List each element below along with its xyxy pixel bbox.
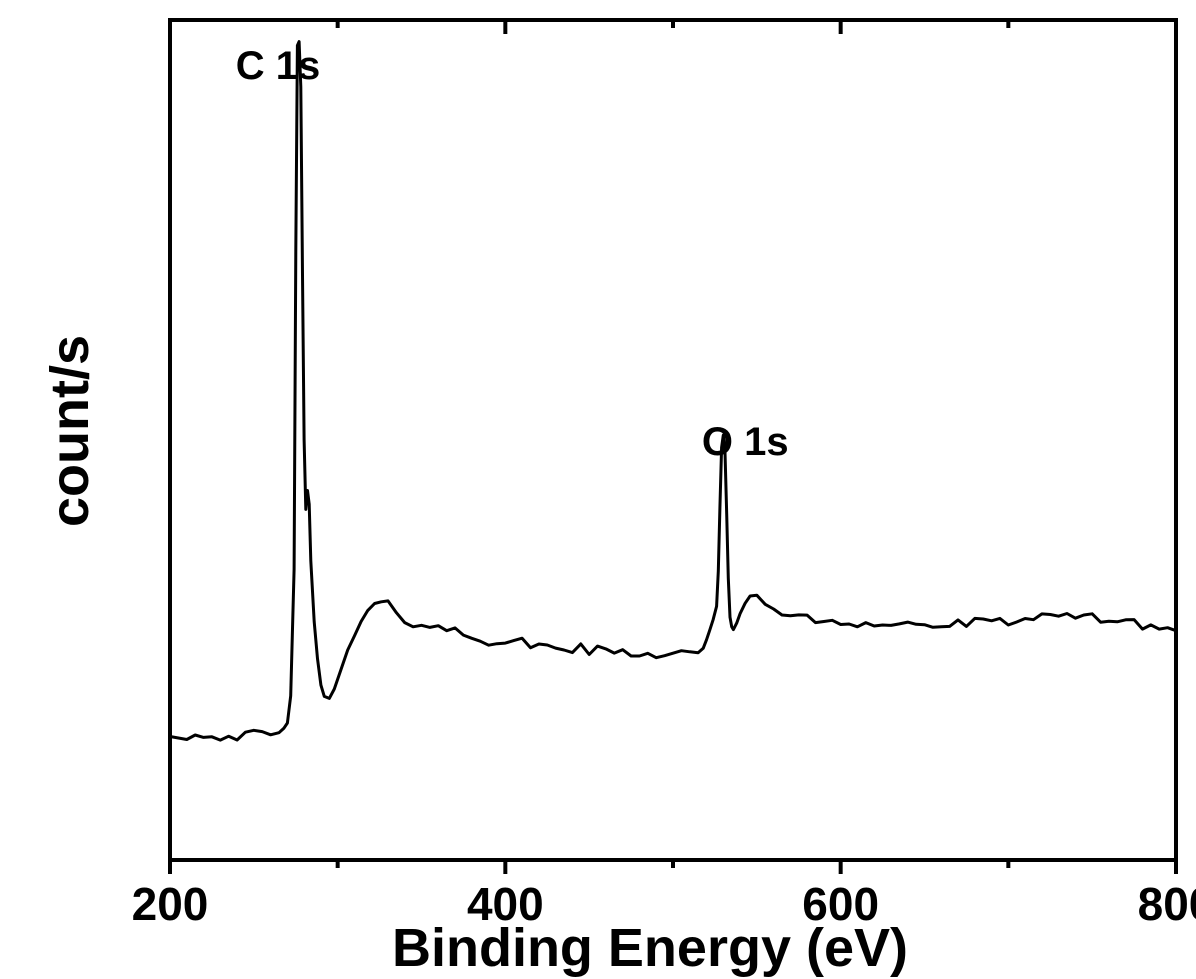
y-axis-label: count/s: [39, 331, 101, 531]
peak-label-o1s: O 1s: [702, 420, 789, 465]
peak-label-c1s: C 1s: [236, 44, 321, 89]
svg-text:200: 200: [132, 878, 209, 930]
x-axis-label: Binding Energy (eV): [300, 917, 1000, 979]
chart-wrap: 200400600800 count/s Binding Energy (eV)…: [0, 0, 1196, 979]
xps-spectrum-chart: 200400600800: [0, 0, 1196, 979]
svg-text:800: 800: [1138, 878, 1196, 930]
